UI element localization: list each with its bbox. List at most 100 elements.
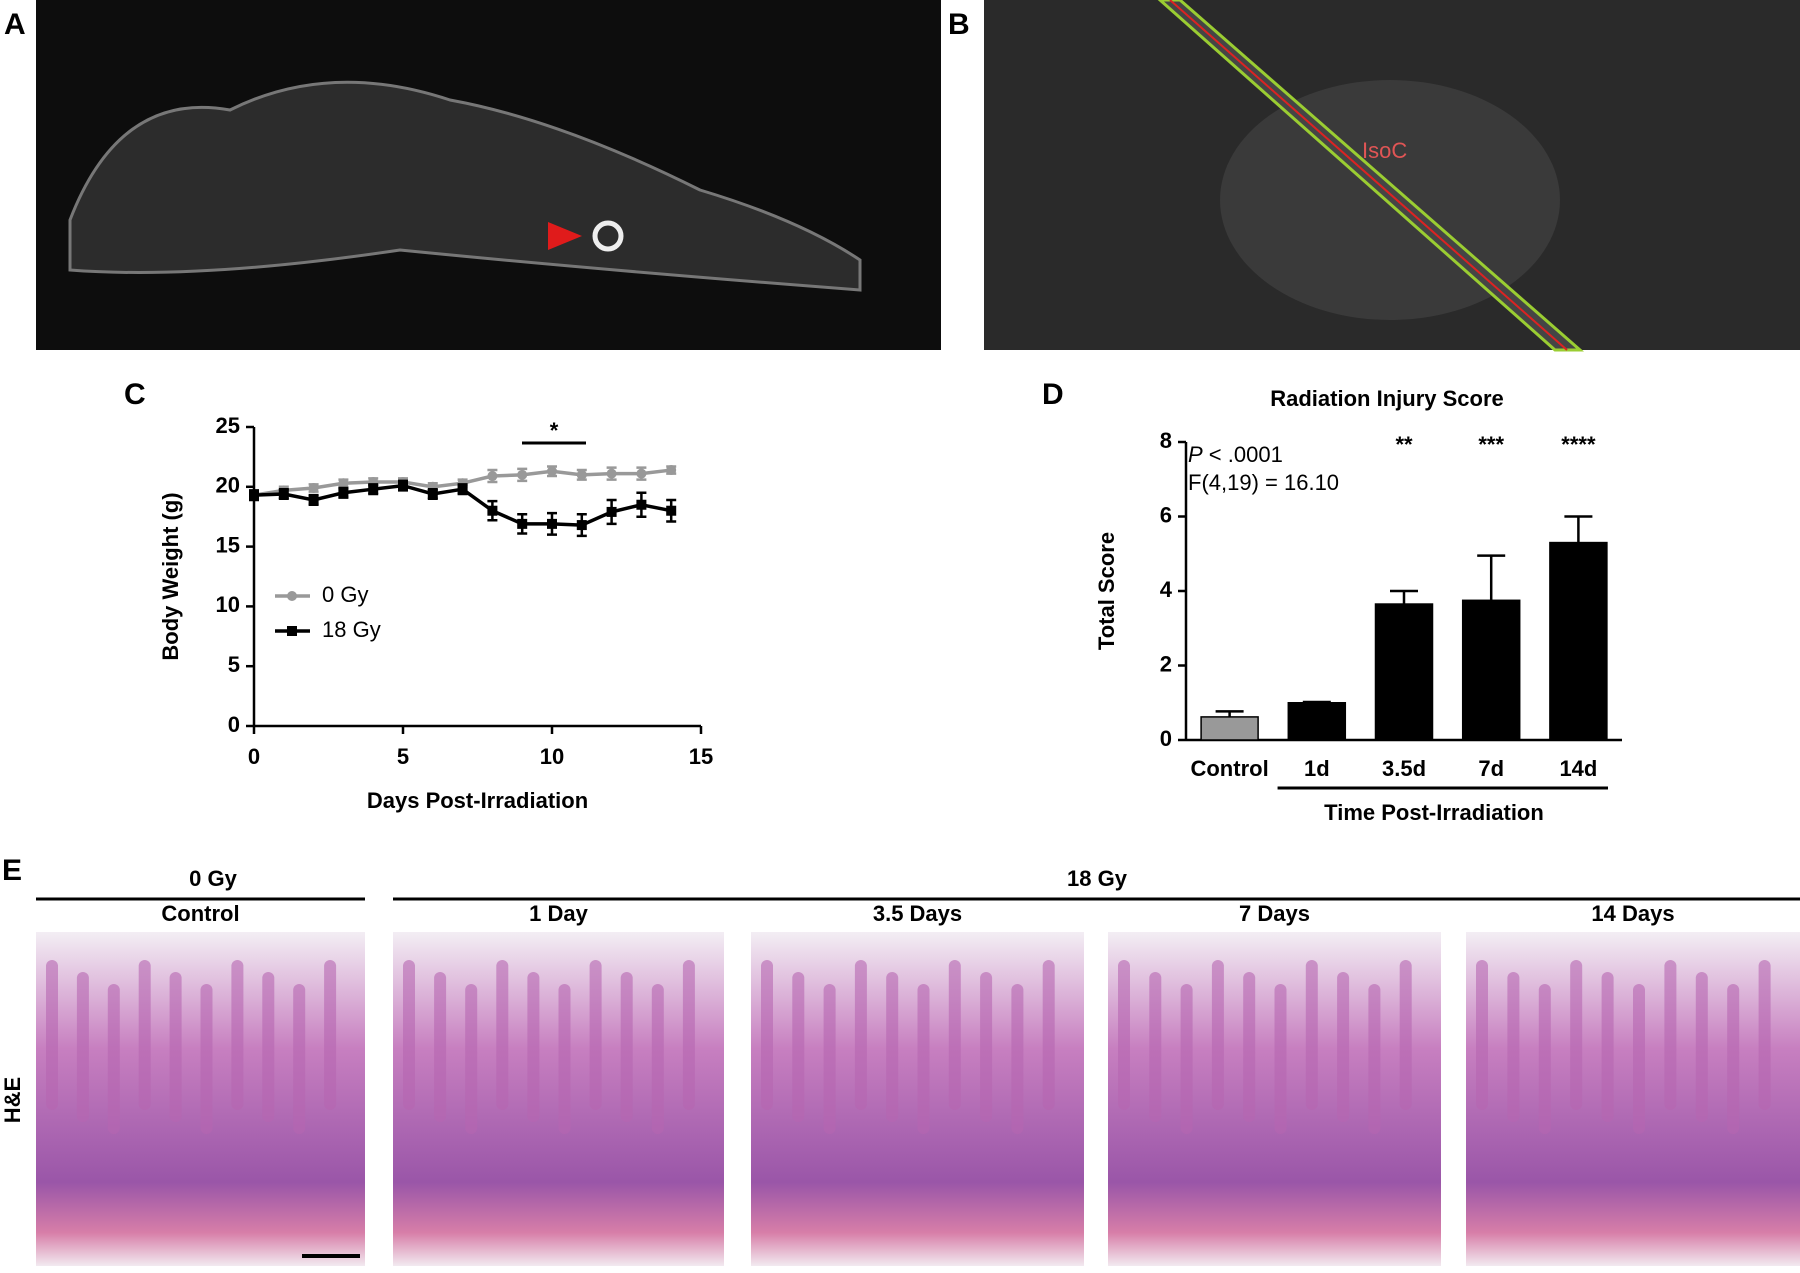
villus: [1570, 960, 1583, 1110]
villus: [651, 984, 664, 1134]
stat-p: P < .0001: [1188, 442, 1283, 467]
x-tick-label: 10: [540, 744, 564, 769]
marker: [487, 471, 498, 482]
significance-label: *: [550, 418, 559, 443]
legend-label: 0 Gy: [322, 582, 368, 607]
bar: [1200, 716, 1259, 741]
villus: [138, 960, 151, 1110]
x-tick-label: 7d: [1478, 756, 1504, 781]
villus: [620, 972, 633, 1122]
y-tick-label: 8: [1160, 428, 1172, 453]
villus: [324, 960, 337, 1110]
villus: [76, 972, 89, 1122]
marker: [666, 505, 677, 516]
x-tick-label: 15: [689, 744, 713, 769]
villus: [980, 972, 993, 1122]
stat-p-value: < .0001: [1203, 442, 1283, 467]
marker: [576, 520, 587, 531]
marker: [487, 505, 498, 516]
panel-label: B: [948, 8, 970, 41]
villus: [231, 960, 244, 1110]
marker: [636, 468, 647, 479]
villus: [1211, 960, 1224, 1110]
bar: [1549, 541, 1608, 741]
villus: [1118, 960, 1130, 1110]
bar: [1461, 599, 1521, 741]
stain-label: H&E: [0, 1077, 25, 1123]
panel-title: 14 Days: [1591, 901, 1674, 926]
marker: [547, 466, 557, 477]
y-tick-label: 10: [216, 592, 240, 617]
chart-c: 0 5 10 15 20 25 0 5 10 15 Days Post-Irradiation Bod…: [158, 413, 713, 813]
group-label: 0 Gy: [189, 866, 237, 891]
x-axis-label: Days Post-Irradiation: [367, 788, 588, 813]
villus: [886, 972, 899, 1122]
marker: [666, 465, 677, 476]
legend-marker: [287, 626, 297, 636]
villus: [792, 972, 805, 1122]
marker-ring: [592, 220, 624, 252]
error-bar: [1390, 589, 1418, 605]
marker: [517, 518, 528, 529]
marker: [308, 494, 319, 505]
chart-d: Radiation Injury Score 0 2 4 6 8 Total Score P …: [1094, 386, 1622, 825]
arrowhead: [548, 222, 582, 250]
panel-title: 7 Days: [1239, 901, 1310, 926]
y-tick-label: 0: [228, 712, 240, 737]
panel-title: Control: [161, 901, 239, 926]
y-tick-label: 5: [228, 652, 240, 677]
villus: [1149, 972, 1162, 1122]
x-tick-label: 3.5d: [1382, 756, 1426, 781]
bar: [1287, 702, 1347, 741]
villus: [107, 984, 120, 1134]
marker: [517, 469, 528, 480]
y-tick-label: 2: [1160, 651, 1172, 676]
villus: [434, 972, 447, 1122]
y-tick-label: 25: [216, 413, 240, 438]
legend-marker: [287, 591, 297, 601]
marker: [249, 490, 259, 501]
villus: [917, 984, 930, 1134]
y-tick-label: 4: [1160, 577, 1173, 602]
villus: [1601, 972, 1614, 1122]
villus: [823, 984, 836, 1134]
panel-label: C: [124, 378, 146, 411]
villus: [262, 972, 275, 1122]
panel-label: A: [4, 8, 26, 41]
marker: [338, 487, 349, 498]
marker: [547, 518, 557, 529]
marker: [308, 482, 319, 493]
villus: [1042, 960, 1055, 1110]
y-axis-label: Total Score: [1094, 532, 1119, 650]
villus: [1368, 984, 1381, 1134]
stat-f: F(4,19) = 16.10: [1188, 470, 1339, 495]
significance-label: **: [1395, 432, 1413, 457]
villus: [1399, 960, 1412, 1110]
villus: [293, 984, 306, 1134]
villus: [854, 960, 867, 1110]
error-bar: [1215, 710, 1244, 717]
y-tick-label: 15: [216, 532, 240, 557]
villus: [1305, 960, 1318, 1110]
villus: [527, 972, 540, 1122]
stat-p-symbol: P: [1188, 442, 1203, 467]
y-tick-label: 20: [216, 473, 240, 498]
group-label: 18 Gy: [1067, 866, 1128, 891]
villus: [46, 960, 58, 1110]
y-axis-label: Body Weight (g): [158, 492, 183, 660]
villus: [1507, 972, 1520, 1122]
y-tick-label: 0: [1160, 726, 1172, 751]
bar: [1374, 603, 1434, 741]
villus: [948, 960, 961, 1110]
villus: [1180, 984, 1193, 1134]
mouse-silhouette: [68, 80, 862, 292]
panel-label: E: [2, 854, 22, 887]
marker: [457, 484, 468, 495]
villus: [1758, 960, 1771, 1110]
panel-e: 0 Gy 18 Gy H&E Control 1 Day 3.5 Days 7 Days 14…: [0, 866, 1800, 1266]
villus: [1274, 984, 1287, 1134]
marker: [606, 468, 617, 479]
villus: [682, 960, 695, 1110]
villus: [1633, 984, 1645, 1134]
